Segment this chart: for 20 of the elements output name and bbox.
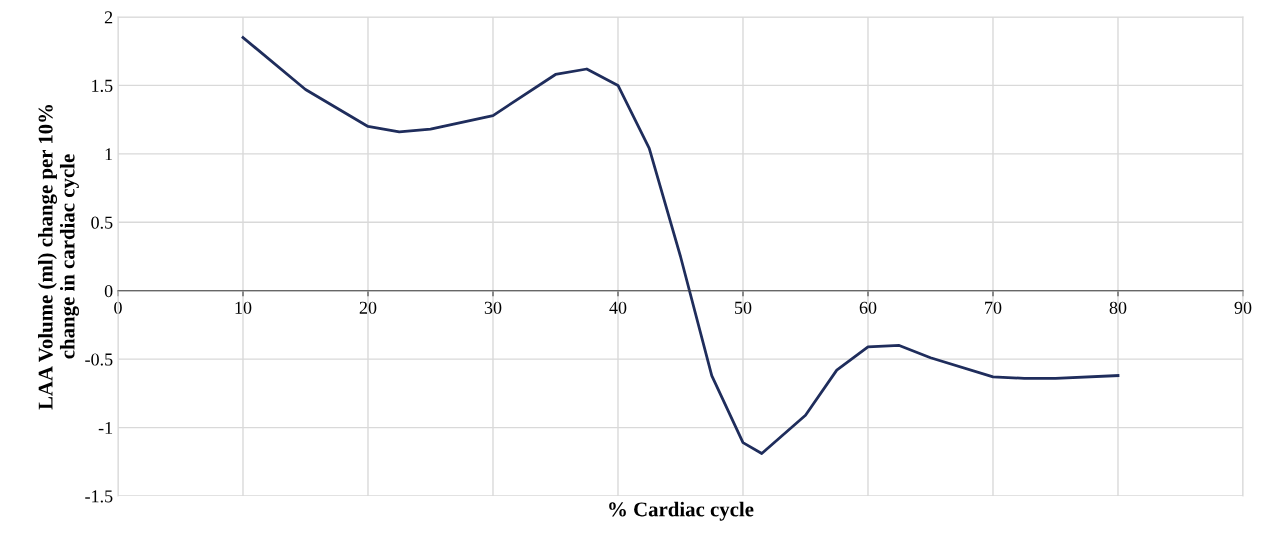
x-tick-label: 70 [985, 301, 1002, 314]
y-tick-label: -1 [98, 421, 113, 434]
y-axis-title: LAA Volume (ml) change per 10% change in cardiac cycle [38, 104, 79, 410]
x-tick-label: 60 [859, 301, 877, 314]
x-tick-label: 50 [735, 301, 752, 314]
x-tick-label: 20 [359, 301, 377, 314]
y-tick-label: -0.5 [85, 353, 113, 366]
x-axis-title: % Cardiac cycle [609, 501, 754, 521]
y-tick-label: 1.5 [92, 79, 113, 92]
x-tick-label: 40 [609, 301, 627, 314]
y-tick-label: -1.5 [85, 490, 113, 503]
y-tick-label: 0 [104, 284, 113, 298]
y-tick-label: 1 [105, 148, 113, 161]
x-tick-label: 80 [1109, 301, 1127, 314]
x-tick-label: 90 [1234, 301, 1252, 314]
x-tick-label: 10 [235, 301, 252, 314]
x-tick-label: 30 [484, 301, 502, 314]
x-tick-label: 0 [114, 301, 122, 314]
y-tick-label: 2 [104, 11, 113, 24]
y-tick-label: 0.5 [91, 216, 113, 229]
